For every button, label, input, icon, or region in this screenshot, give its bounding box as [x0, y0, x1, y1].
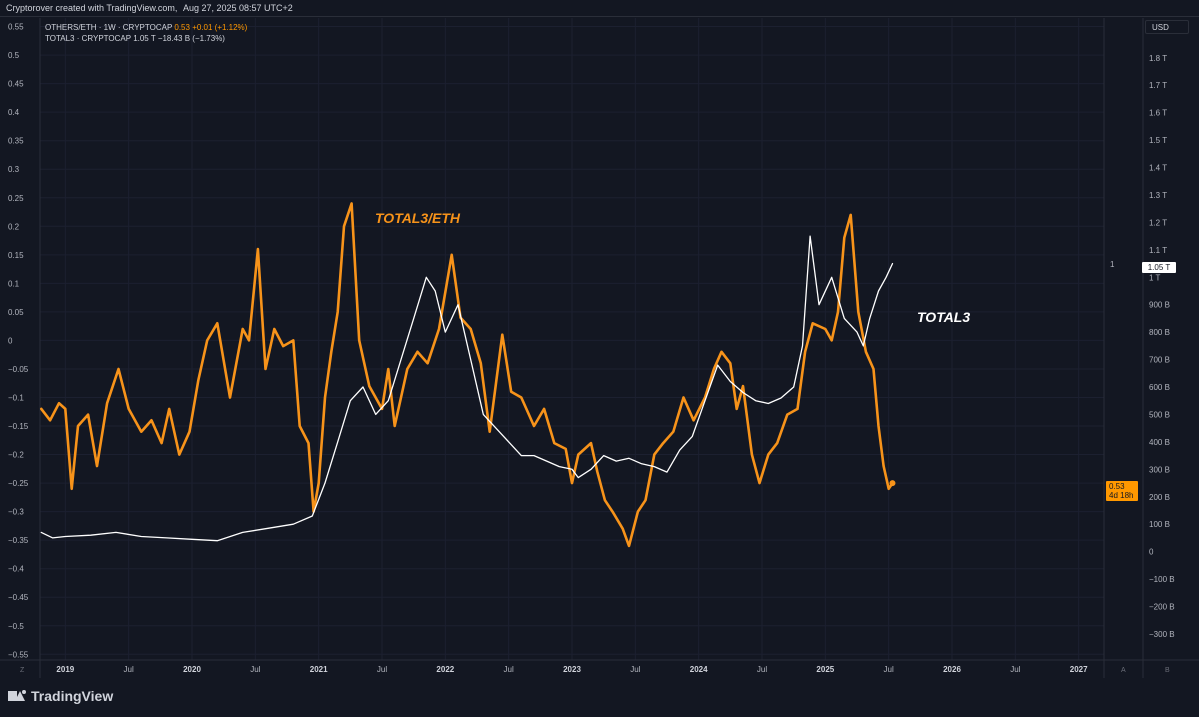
- legend-total3-value: 1.05 T: [133, 34, 156, 43]
- chart-legend: OTHERS/ETH · 1W · CRYPTOCAP 0.53 +0.01 (…: [45, 22, 247, 44]
- time-axis-label: 2020: [183, 665, 201, 674]
- left-axis-tick-label: 0.55: [8, 23, 24, 32]
- right-axis-tick-label: −200 B: [1149, 603, 1175, 612]
- left-axis-tick-label: −0.05: [8, 365, 29, 374]
- right-axis-tick-label: 200 B: [1149, 493, 1170, 502]
- chart-background: [0, 18, 1199, 678]
- right-axis-tick-label: 1.1 T: [1149, 246, 1167, 255]
- left-axis-tick-label: 0.45: [8, 80, 24, 89]
- tradingview-logo-icon: [8, 689, 26, 703]
- time-axis-label: 2021: [310, 665, 328, 674]
- time-axis-label: Jul: [630, 665, 640, 674]
- left-axis-tick-label: −0.45: [8, 593, 29, 602]
- right-axis-tick-label: 800 B: [1149, 328, 1170, 337]
- right-axis-tick-label: 1.3 T: [1149, 191, 1167, 200]
- left-axis-tick-label: 0.1: [8, 279, 20, 288]
- right-axis-tick-label: 300 B: [1149, 465, 1170, 474]
- left-axis-tick-label: −0.3: [8, 508, 24, 517]
- time-axis-label: Jul: [757, 665, 767, 674]
- time-axis-label: 2025: [816, 665, 834, 674]
- right-axis-tick-label: 1.6 T: [1149, 109, 1167, 118]
- time-axis-label: Jul: [377, 665, 387, 674]
- time-axis-label: 2023: [563, 665, 581, 674]
- currency-selector[interactable]: USD: [1145, 20, 1189, 34]
- left-axis-tick-label: −0.1: [8, 393, 24, 402]
- annotation-total3-label: TOTAL3: [917, 309, 970, 325]
- time-axis-label: 2022: [436, 665, 454, 674]
- left-axis-tick-label: 0: [8, 336, 13, 345]
- right-axis-tick-label: 1 T: [1149, 273, 1161, 282]
- left-axis-tick-label: 0.4: [8, 108, 20, 117]
- total3-price-tag: 1.05 T: [1142, 262, 1176, 273]
- tradingview-logo[interactable]: TradingView: [8, 688, 113, 704]
- left-axis-tick-label: 0.05: [8, 308, 24, 317]
- time-axis-label: Jul: [884, 665, 894, 674]
- time-axis-label: 2026: [943, 665, 961, 674]
- right-axis-tick-label: 100 B: [1149, 520, 1170, 529]
- ratio-price-value: 0.53: [1109, 482, 1125, 491]
- legend-row-ratio[interactable]: OTHERS/ETH · 1W · CRYPTOCAP 0.53 +0.01 (…: [45, 22, 247, 33]
- legend-row-total3[interactable]: TOTAL3 · CRYPTOCAP 1.05 T −18.43 B (−1.7…: [45, 33, 247, 44]
- time-axis-label: 2024: [690, 665, 708, 674]
- ratio-last-point: [889, 480, 896, 487]
- left-axis-tick-label: −0.35: [8, 536, 29, 545]
- legend-total3-change: −18.43 B (−1.73%): [157, 34, 225, 43]
- right-axis-tick-label: 1.2 T: [1149, 218, 1167, 227]
- auto-scale-button[interactable]: A: [1121, 667, 1126, 674]
- time-axis-label: Jul: [504, 665, 514, 674]
- left-axis-tick-label: 0.35: [8, 137, 24, 146]
- legend-total3-name: TOTAL3 · CRYPTOCAP: [45, 34, 131, 43]
- ratio-price-tag: 0.53 4d 18h: [1106, 481, 1138, 501]
- right-pane-marker: 1: [1110, 260, 1115, 269]
- left-axis-tick-label: 0.2: [8, 222, 20, 231]
- left-axis-tick-label: 0.25: [8, 194, 24, 203]
- annotation-ratio-label: TOTAL3/ETH: [375, 210, 461, 226]
- left-axis-tick-label: 0.15: [8, 251, 24, 260]
- time-axis-label: Jul: [124, 665, 134, 674]
- series-line-total3[interactable]: [40, 235, 894, 542]
- right-axis-tick-label: 0: [1149, 548, 1154, 557]
- attribution-bar: Cryptorover created with TradingView.com…: [0, 0, 1199, 17]
- left-axis-tick-label: −0.25: [8, 479, 29, 488]
- left-axis-tick-label: 0.3: [8, 165, 20, 174]
- right-axis-tick-label: 1.4 T: [1149, 164, 1167, 173]
- right-axis-tick-label: 1.8 T: [1149, 54, 1167, 63]
- right-axis-tick-label: 600 B: [1149, 383, 1170, 392]
- left-axis-tick-label: 0.5: [8, 51, 20, 60]
- time-axis-label: Jul: [250, 665, 260, 674]
- left-axis-tick-label: −0.2: [8, 451, 24, 460]
- right-axis-tick-label: 1.5 T: [1149, 136, 1167, 145]
- left-axis-tick-label: −0.4: [8, 565, 24, 574]
- timezone-corner-button[interactable]: Z: [20, 667, 25, 674]
- legend-ratio-name: OTHERS/ETH · 1W · CRYPTOCAP: [45, 23, 173, 32]
- legend-ratio-value: 0.53: [174, 23, 190, 32]
- tradingview-logo-text: TradingView: [31, 688, 114, 704]
- series-line-ratio[interactable]: [40, 202, 894, 548]
- time-axis-label: 2019: [56, 665, 74, 674]
- datetime-text: Aug 27, 2025 08:57 UTC+2: [182, 3, 293, 13]
- left-axis-tick-label: −0.5: [8, 622, 24, 631]
- right-axis-tick-label: 400 B: [1149, 438, 1170, 447]
- author-text: Cryptorover created with TradingView.com…: [6, 3, 178, 13]
- right-axis-tick-label: 500 B: [1149, 410, 1170, 419]
- chart-area[interactable]: 0.55 0.5 0.45 0.4 0.35 0.3 0.25 0.2 0.15 0.1 0.05 0…: [0, 18, 1199, 678]
- left-axis-tick-label: −0.55: [8, 650, 29, 659]
- ratio-countdown: 4d 18h: [1109, 491, 1134, 500]
- right-axis-tick-label: 900 B: [1149, 301, 1170, 310]
- right-axis-tick-label: 700 B: [1149, 356, 1170, 365]
- left-axis-tick-label: −0.15: [8, 422, 29, 431]
- scale-mode-button[interactable]: B: [1165, 667, 1170, 674]
- footer-bar: TradingView: [0, 678, 1199, 717]
- legend-ratio-change: +0.01 (+1.12%): [192, 23, 248, 32]
- time-axis-label: 2027: [1070, 665, 1088, 674]
- right-axis-tick-label: −100 B: [1149, 575, 1175, 584]
- right-axis-tick-label: 1.7 T: [1149, 81, 1167, 90]
- chart-svg[interactable]: 0.55 0.5 0.45 0.4 0.35 0.3 0.25 0.2 0.15 0.1 0.05 0…: [0, 18, 1199, 678]
- time-axis-label: Jul: [1010, 665, 1020, 674]
- right-axis-tick-label: −300 B: [1149, 630, 1175, 639]
